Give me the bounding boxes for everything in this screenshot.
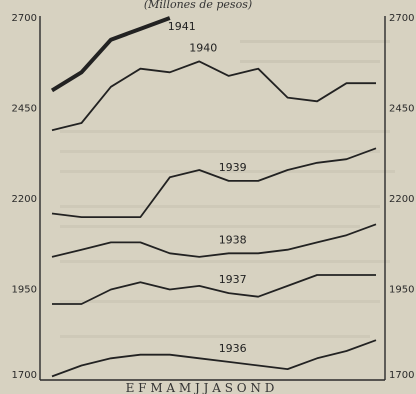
series-label-1938: 1938 bbox=[219, 233, 247, 246]
series-label-1940: 1940 bbox=[189, 41, 217, 54]
right-tick-labels: 2700 2450 2200 1950 1700 bbox=[389, 13, 414, 381]
series-line-1938 bbox=[51, 223, 377, 258]
series-line-1937 bbox=[52, 274, 376, 305]
series-line-1936 bbox=[51, 339, 377, 378]
series-label-1939: 1939 bbox=[219, 161, 247, 174]
right-tick-label: 2450 bbox=[389, 104, 414, 115]
left-tick-labels: 2700 2450 2200 1950 1700 bbox=[12, 13, 37, 381]
series-line-1940 bbox=[51, 60, 376, 132]
left-tick-label: 2450 bbox=[12, 104, 37, 115]
chart-subtitle: (Millones de pesos) bbox=[144, 0, 252, 11]
bleed-through-texture bbox=[60, 40, 395, 338]
left-tick-label: 2200 bbox=[12, 194, 37, 205]
right-tick-label: 1700 bbox=[389, 370, 414, 381]
bottom-caption: E F M A M J J A S O N D bbox=[126, 381, 275, 394]
left-tick-label: 1700 bbox=[12, 370, 37, 381]
right-tick-label: 2200 bbox=[389, 194, 414, 205]
right-tick-label: 2700 bbox=[389, 13, 414, 24]
series-line-1941 bbox=[50, 16, 171, 93]
left-tick-label: 1950 bbox=[12, 285, 37, 296]
series-lines bbox=[50, 16, 377, 378]
series-label-1936: 1936 bbox=[219, 342, 247, 355]
series-line-1939 bbox=[51, 147, 377, 218]
right-tick-label: 1950 bbox=[389, 285, 414, 296]
series-label-1941: 1941 bbox=[168, 20, 196, 33]
series-labels: 1941 1940 1939 1938 1937 1936 bbox=[168, 20, 247, 355]
series-label-1937: 1937 bbox=[219, 273, 247, 286]
left-tick-label: 2700 bbox=[12, 13, 37, 24]
